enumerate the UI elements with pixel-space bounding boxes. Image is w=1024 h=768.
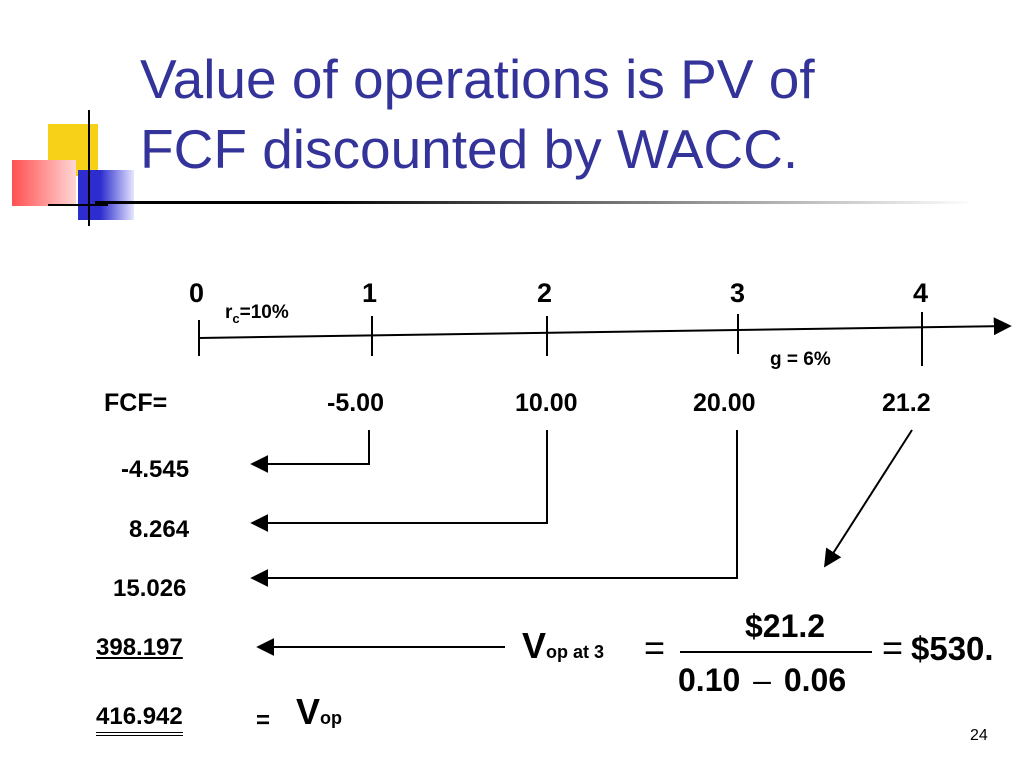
- formula-symbol: V: [522, 625, 547, 666]
- fcf-label: FCF=: [104, 389, 168, 417]
- denominator-left: 0.10: [678, 662, 741, 698]
- total-equals: =: [256, 707, 271, 734]
- title-line-1: Value of operations is PV of: [140, 48, 815, 110]
- slide-title: Value of operations is PV of FCF discoun…: [140, 44, 1000, 184]
- vop-subscript: op: [320, 708, 343, 728]
- fcf-value-4: 21.2: [882, 389, 931, 417]
- rate-subscript: c: [232, 310, 240, 326]
- discount-rate-label: rc=10%: [225, 302, 289, 330]
- fcf-value-2: 10.00: [515, 389, 578, 417]
- pv-total: 416.942: [96, 703, 183, 736]
- period-label-2: 2: [537, 278, 553, 308]
- terminal-value-arrow: [824, 429, 913, 568]
- formula-subscript: op at 3: [546, 642, 605, 662]
- period-label-0: 0: [189, 278, 205, 308]
- period-label-1: 1: [362, 278, 378, 308]
- slide-number: 24: [970, 727, 988, 744]
- vop-label: Vop: [296, 692, 342, 732]
- blue-square: [78, 170, 134, 220]
- formula-equals-2: =: [882, 627, 904, 668]
- fcf-value-1: -5.00: [327, 389, 384, 417]
- title-underline: [95, 201, 975, 204]
- pv-value-4: 398.197: [96, 634, 183, 661]
- discount-arrow-3: [250, 430, 738, 587]
- discount-arrow-2: [250, 430, 548, 532]
- growth-rate-label: g = 6%: [770, 349, 831, 370]
- title-line-2: FCF discounted by WACC.: [140, 118, 799, 180]
- discount-arrow-1: [250, 430, 370, 473]
- formula-numerator: $21.2: [745, 608, 826, 644]
- logo-vertical-line: [88, 110, 90, 226]
- pv-value-1: -4.545: [121, 456, 190, 483]
- period-label-4: 4: [913, 278, 929, 308]
- timeline-axis: [198, 317, 1012, 339]
- denominator-right: 0.06: [783, 662, 847, 698]
- formula-lhs: Vop at 3: [522, 626, 604, 666]
- period-label-3: 3: [730, 278, 746, 308]
- pv-value-3: 15.026: [113, 575, 187, 602]
- denominator-minus: –: [753, 662, 771, 698]
- rate-symbol: r: [225, 302, 233, 323]
- red-square: [12, 160, 76, 206]
- rate-value: =10%: [239, 302, 289, 323]
- formula-equals: =: [644, 627, 666, 668]
- fcf-value-3: 20.00: [693, 389, 756, 417]
- formula-result: $530.: [911, 630, 994, 667]
- decorative-logo: [0, 110, 140, 230]
- formula-denominator: 0.10 – 0.06: [678, 662, 846, 698]
- vop-symbol: V: [296, 691, 321, 732]
- pv-value-2: 8.264: [129, 516, 190, 543]
- logo-horizontal-line: [48, 204, 108, 206]
